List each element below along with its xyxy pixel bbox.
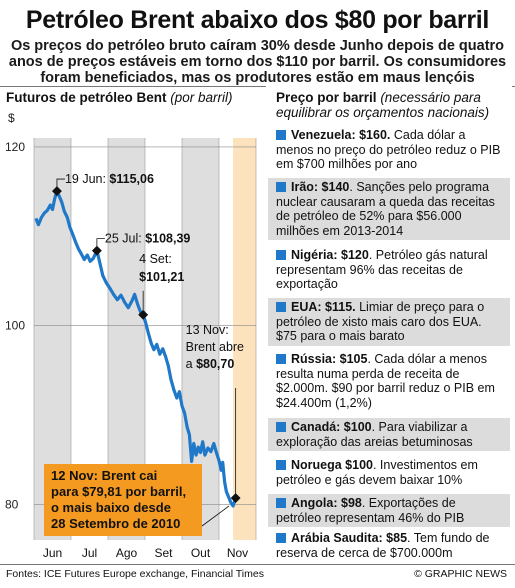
page-subtitle: Os preços do petróleo bruto caíram 30% d… (8, 38, 507, 86)
country-entry-russia: Rússia: $105. Cada dólar a menos resulta… (268, 350, 510, 412)
country-name: Venezuela: $160. (291, 128, 391, 142)
chart-heading: Futuros de petróleo Bent (por barril) (6, 90, 233, 105)
bullet-square-icon (276, 250, 286, 260)
bullet-square-icon (276, 354, 286, 364)
page-title: Petróleo Brent abaixo dos $80 por barril (25, 6, 490, 34)
country-text: . Sanções pelo programa nuclear causaram… (276, 180, 495, 238)
brent-price-chart: 80 100 120 $ Jun Jul Ago Set Out Nov 19 Jun: $115,… (5, 111, 257, 560)
callout-leader (201, 505, 230, 527)
annotation-4-set-value: $101,21 (139, 270, 184, 284)
bullet-square-icon (276, 498, 286, 508)
annotation-19-jun: 19 Jun: $115,06 (65, 172, 154, 186)
panel-heading-note: (necessário para equilibrar os orçamento… (276, 90, 490, 120)
y-tick-label: 100 (5, 319, 25, 333)
chart-heading-label: Futuros de petróleo Bent (6, 90, 167, 105)
bullet-square-icon (276, 302, 286, 312)
annotation-marker (230, 493, 241, 503)
footer-divider (0, 564, 515, 565)
panel-heading-label: Preço por barril (276, 90, 377, 105)
y-tick-label: 120 (5, 140, 25, 154)
y-axis-unit: $ (8, 111, 15, 125)
callout-line: 12 Nov: Brent cai (51, 468, 157, 483)
bullet-square-icon (276, 182, 286, 192)
x-tick-label: Jun (43, 546, 62, 560)
annotation-13-nov: 13 Nov: Brent abre a $80,70 (186, 323, 244, 371)
panel-heading: Preço por barril (necessário para equili… (276, 90, 506, 120)
x-tick-label: Jul (82, 546, 97, 560)
country-name: Rússia: $105 (291, 352, 368, 366)
country-text: . Exportações de petróleo representam 46… (276, 496, 465, 525)
country-name: EUA: $115. (291, 300, 356, 314)
x-tick-label: Nov (227, 546, 248, 560)
y-tick-label: 80 (5, 497, 19, 511)
country-text: . Cada dólar a menos resulta numa perda … (276, 352, 495, 410)
country-name: Nigéria: $120 (291, 248, 369, 262)
country-name: Canadá: $100 (291, 420, 372, 434)
country-entry-canada: Canadá: $100. Para viabilizar a exploraç… (268, 418, 510, 451)
credit: © GRAPHIC NEWS (414, 568, 507, 580)
x-tick-label: Set (154, 546, 173, 560)
highlight-band (233, 138, 256, 540)
bullet-square-icon (276, 130, 286, 140)
annotation-marker (138, 309, 149, 320)
country-entry-nigeria: Nigéria: $120. Petróleo gás natural repr… (268, 246, 510, 294)
callout-line: 28 Setembro de 2010 (51, 516, 180, 531)
country-text: . Para viabilizar a exploração das areia… (276, 420, 473, 449)
country-entry-eua: EUA: $115. Limiar de preço para o petról… (268, 298, 510, 346)
country-text: . Investimentos em petróleo e gás devem … (276, 458, 478, 487)
country-entry-irao: Irão: $140. Sanções pelo programa nuclea… (268, 178, 510, 240)
country-name: Irão: $140 (291, 180, 350, 194)
header-divider (0, 86, 515, 87)
annotation-marker (51, 186, 62, 197)
annotation-marker (91, 245, 102, 256)
country-entry-angola: Angola: $98. Exportações de petróleo rep… (268, 494, 510, 527)
callout-line: o mais baixo desde (51, 500, 171, 515)
chart-heading-note: (por barril) (170, 90, 233, 105)
country-entry-noruega: Noruega $100. Investimentos em petróleo … (268, 456, 510, 489)
brent-price-line (34, 189, 238, 508)
x-tick-label: Ago (116, 546, 138, 560)
country-name: Arábia Saudita: $85 (291, 531, 408, 545)
callout-line: para $79,81 por barril, (51, 484, 186, 499)
callout-box (44, 464, 202, 536)
bullet-square-icon (276, 533, 286, 543)
country-name: Noruega $100 (291, 458, 373, 472)
country-text: Limiar de preço para o petróleo de xisto… (276, 300, 485, 343)
country-entry-arabia-saudita: Arábia Saudita: $85. Tem fundo de reserv… (268, 529, 510, 562)
bullet-square-icon (276, 422, 286, 432)
source-note: Fontes: ICE Futures Europe exchange, Fin… (6, 568, 264, 580)
annotation-25-jul: 25 Jul: $108,39 (105, 232, 191, 246)
country-entry-venezuela: Venezuela: $160. Cada dólar a menos no p… (268, 126, 510, 174)
bullet-square-icon (276, 460, 286, 470)
x-tick-label: Out (191, 546, 211, 560)
country-name: Angola: $98 (291, 496, 362, 510)
country-text: . Tem fundo de reserva de cerca de $700.… (276, 531, 490, 560)
country-text: Cada dólar a menos no preço do petróleo … (276, 128, 501, 171)
country-text: . Petróleo gás natural representam 96% d… (276, 248, 488, 291)
annotation-4-set-date: 4 Set: (139, 252, 172, 266)
